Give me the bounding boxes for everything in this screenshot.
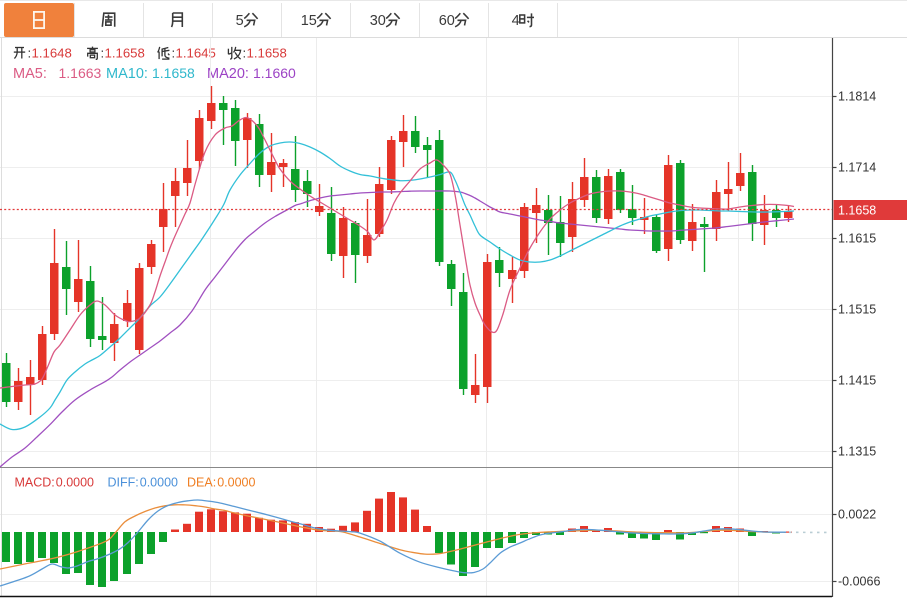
- svg-text:DIFF:0.0000: DIFF:0.0000: [108, 476, 179, 490]
- svg-text::: :: [101, 46, 105, 61]
- svg-text:1.1658: 1.1658: [247, 46, 287, 61]
- svg-text:MA5:: MA5:: [13, 66, 47, 82]
- svg-text:1.1658: 1.1658: [838, 204, 876, 218]
- svg-text:-0.0066: -0.0066: [838, 575, 880, 589]
- svg-text:30: 30: [370, 13, 386, 29]
- svg-text:1.1515: 1.1515: [838, 303, 876, 317]
- svg-text:MA10:: MA10:: [106, 66, 148, 82]
- svg-text:1.1648: 1.1648: [32, 46, 72, 61]
- svg-text:1.1814: 1.1814: [838, 90, 876, 104]
- svg-text:1.1658: 1.1658: [105, 46, 145, 61]
- svg-text:60: 60: [439, 13, 455, 29]
- svg-text:MA20:: MA20:: [207, 66, 249, 82]
- svg-text:4: 4: [512, 13, 520, 29]
- svg-text:1.1663: 1.1663: [59, 65, 102, 81]
- svg-text:1.1615: 1.1615: [838, 232, 876, 246]
- svg-text:1.1315: 1.1315: [838, 445, 876, 459]
- svg-text::: :: [243, 46, 247, 61]
- svg-text:1.1660: 1.1660: [253, 65, 296, 81]
- svg-text:1.1645: 1.1645: [176, 46, 216, 61]
- svg-text:1.1714: 1.1714: [838, 161, 876, 175]
- svg-text:1.1658: 1.1658: [152, 65, 195, 81]
- svg-text::: :: [28, 46, 32, 61]
- svg-text:1.1415: 1.1415: [838, 374, 876, 388]
- svg-text:MACD:0.0000: MACD:0.0000: [15, 476, 95, 490]
- svg-text:DEA:0.0000: DEA:0.0000: [187, 476, 255, 490]
- svg-text:0.0022: 0.0022: [838, 508, 876, 522]
- svg-text:5: 5: [236, 13, 244, 29]
- svg-text::: :: [172, 46, 176, 61]
- svg-text:15: 15: [301, 13, 317, 29]
